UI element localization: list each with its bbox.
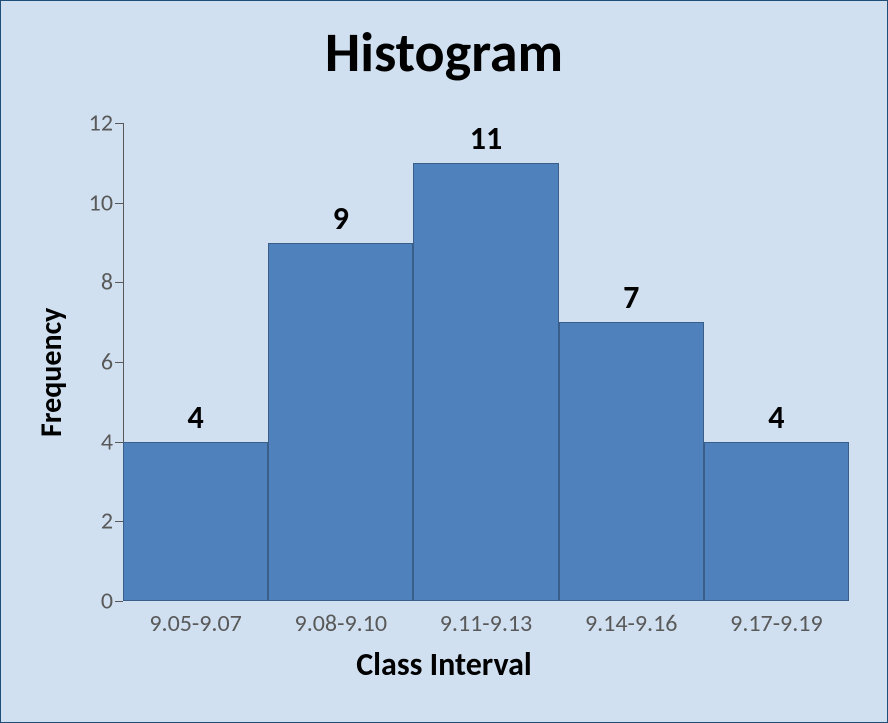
y-tick-mark (115, 442, 123, 443)
x-category-label: 9.05-9.07 (123, 601, 268, 638)
y-axis-label: Frequency (33, 308, 70, 437)
y-tick-mark (115, 362, 123, 363)
x-category-label: 9.08-9.10 (268, 601, 413, 638)
x-category-label: 9.14-9.16 (559, 601, 704, 638)
histogram-bar: 9 (268, 243, 413, 602)
y-tick-mark (115, 521, 123, 522)
y-tick-mark (115, 282, 123, 283)
histogram-bar: 7 (559, 322, 704, 601)
bar-value-label: 11 (414, 119, 557, 164)
plot-area: 02468101249.05-9.0799.08-9.10119.11-9.13… (123, 123, 849, 601)
y-tick-mark (115, 601, 123, 602)
bar-value-label: 4 (124, 398, 267, 443)
histogram-chart: Histogram Frequency Class Interval 02468… (0, 0, 888, 723)
chart-title: Histogram (1, 19, 887, 87)
histogram-bar: 11 (413, 163, 558, 601)
histogram-bar: 4 (704, 442, 849, 601)
bar-value-label: 4 (705, 398, 848, 443)
bar-value-label: 9 (269, 199, 412, 244)
histogram-bar: 4 (123, 442, 268, 601)
y-tick-mark (115, 203, 123, 204)
bar-value-label: 7 (560, 278, 703, 323)
x-category-label: 9.17-9.19 (704, 601, 849, 638)
y-tick-mark (115, 123, 123, 124)
x-category-label: 9.11-9.13 (413, 601, 558, 638)
x-axis-label: Class Interval (1, 645, 887, 684)
